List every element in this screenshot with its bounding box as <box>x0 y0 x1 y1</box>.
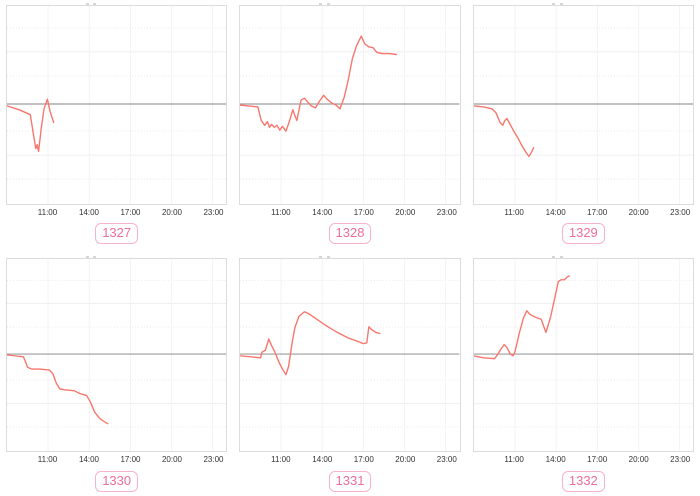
x-tick-label: 11:00 <box>504 208 524 217</box>
series-line <box>473 275 570 360</box>
cropped-title-fragment <box>93 3 97 5</box>
chart-panel-1330: 11:00 14:00 17:00 20:00 23:00 1330 <box>0 248 233 496</box>
line-chart <box>7 6 227 204</box>
x-tick-label: 14:00 <box>312 455 333 464</box>
x-tick-label: 23:00 <box>203 455 224 464</box>
x-tick-label: 23:00 <box>436 455 457 464</box>
chart-id-badge[interactable]: 1331 <box>328 470 372 492</box>
badge-row: 1328 <box>239 219 460 248</box>
series-line <box>473 105 534 158</box>
chart-panel-1329: 11:00 14:00 17:00 20:00 23:00 1329 <box>467 0 700 248</box>
chart-plot-area <box>6 5 228 205</box>
badge-row: 1331 <box>239 466 460 496</box>
series-line <box>7 98 55 153</box>
series-line <box>240 311 381 376</box>
x-axis: 11:00 14:00 17:00 20:00 23:00 <box>6 454 227 466</box>
badge-row: 1327 <box>6 219 227 248</box>
badge-row: 1329 <box>473 219 694 248</box>
x-tick-label: 17:00 <box>587 455 608 464</box>
chart-id-badge[interactable]: 1328 <box>328 223 372 244</box>
x-axis: 11:00 14:00 17:00 20:00 23:00 <box>239 207 460 219</box>
x-tick-label: 11:00 <box>37 455 58 464</box>
x-tick-label: 20:00 <box>161 208 182 217</box>
cropped-title-fragment <box>93 256 97 258</box>
chart-plot-area <box>239 258 461 452</box>
cropped-title-fragment <box>85 3 89 5</box>
x-tick-label: 14:00 <box>78 455 99 464</box>
x-tick-label: 17:00 <box>353 455 374 464</box>
x-tick-label: 11:00 <box>271 208 291 217</box>
chart-plot-area <box>6 258 228 452</box>
cropped-chart-title <box>6 0 227 5</box>
x-tick-label: 23:00 <box>670 208 691 217</box>
cropped-title-fragment <box>552 256 556 258</box>
x-tick-label: 17:00 <box>120 208 141 217</box>
cropped-title-fragment <box>319 256 322 258</box>
cropped-chart-title <box>473 0 694 5</box>
x-tick-label: 11:00 <box>271 455 291 464</box>
x-tick-label: 20:00 <box>395 208 416 217</box>
x-tick-label: 23:00 <box>203 208 224 217</box>
x-tick-label: 23:00 <box>436 208 457 217</box>
line-chart <box>7 259 227 451</box>
chart-id-badge[interactable]: 1329 <box>561 223 605 244</box>
line-chart <box>473 259 693 451</box>
x-axis: 11:00 14:00 17:00 20:00 23:00 <box>473 207 694 219</box>
cropped-title-fragment <box>85 256 89 258</box>
x-axis: 11:00 14:00 17:00 20:00 23:00 <box>473 454 694 466</box>
cropped-title-fragment <box>560 256 564 258</box>
cropped-title-fragment <box>326 3 330 5</box>
line-chart <box>473 6 693 204</box>
x-tick-label: 11:00 <box>37 208 58 217</box>
cropped-chart-title <box>239 248 460 258</box>
chart-panel-1331: 11:00 14:00 17:00 20:00 23:00 1331 <box>233 248 466 496</box>
x-tick-label: 14:00 <box>545 208 566 217</box>
chart-id-badge[interactable]: 1330 <box>95 470 139 492</box>
chart-panel-1327: 11:00 14:00 17:00 20:00 23:00 1327 <box>0 0 233 248</box>
chart-id-badge[interactable]: 1327 <box>95 223 139 244</box>
cropped-title-fragment <box>560 3 564 5</box>
x-tick-label: 17:00 <box>353 208 374 217</box>
series-line <box>7 354 109 425</box>
chart-panel-1332: 11:00 14:00 17:00 20:00 23:00 1332 <box>467 248 700 496</box>
cropped-title-fragment <box>552 3 556 5</box>
x-tick-label: 20:00 <box>628 208 649 217</box>
x-tick-label: 14:00 <box>545 455 566 464</box>
x-tick-label: 20:00 <box>161 455 182 464</box>
badge-row: 1330 <box>6 466 227 496</box>
x-tick-label: 17:00 <box>120 455 141 464</box>
x-tick-label: 20:00 <box>395 455 416 464</box>
x-tick-label: 14:00 <box>312 208 333 217</box>
chart-id-badge[interactable]: 1332 <box>561 470 605 492</box>
x-tick-label: 17:00 <box>587 208 608 217</box>
cropped-chart-title <box>6 248 227 258</box>
cropped-title-fragment <box>326 256 330 258</box>
series-line <box>240 35 398 132</box>
cropped-title-fragment <box>319 3 322 5</box>
badge-row: 1332 <box>473 466 694 496</box>
chart-plot-area <box>239 5 461 205</box>
line-chart <box>240 259 460 451</box>
cropped-chart-title <box>473 248 694 258</box>
x-axis: 11:00 14:00 17:00 20:00 23:00 <box>239 454 460 466</box>
chart-plot-area <box>472 5 694 205</box>
x-axis: 11:00 14:00 17:00 20:00 23:00 <box>6 207 227 219</box>
cropped-chart-title <box>239 0 460 5</box>
chart-plot-area <box>472 258 694 452</box>
x-tick-label: 20:00 <box>628 455 649 464</box>
x-tick-label: 14:00 <box>78 208 99 217</box>
chart-panel-1328: 11:00 14:00 17:00 20:00 23:00 1328 <box>233 0 466 248</box>
x-tick-label: 11:00 <box>504 455 524 464</box>
line-chart <box>240 6 460 204</box>
x-tick-label: 23:00 <box>670 455 691 464</box>
